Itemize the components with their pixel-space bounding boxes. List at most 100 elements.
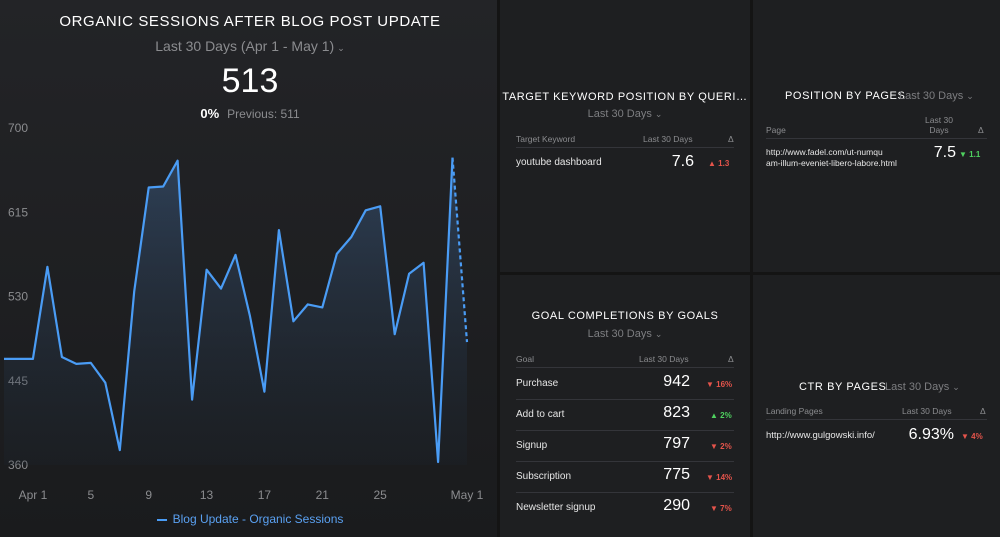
- table-row[interactable]: Add to cart 823 ▲ 2%: [500, 399, 750, 430]
- data-point[interactable]: [421, 260, 427, 266]
- data-point[interactable]: [15, 356, 21, 362]
- triangle-up-icon: ▲: [710, 411, 718, 420]
- column-header-delta: Δ: [728, 134, 734, 144]
- x-tick-label: 9: [145, 488, 152, 502]
- header-divider: [516, 367, 734, 368]
- data-point[interactable]: [377, 203, 383, 209]
- header-divider: [766, 138, 987, 139]
- data-point[interactable]: [189, 397, 195, 403]
- row-value: 775: [663, 466, 690, 483]
- row-delta: ▼ 1.1: [959, 150, 981, 159]
- data-point[interactable]: [44, 264, 50, 270]
- data-point[interactable]: [261, 389, 267, 395]
- date-range-dropdown[interactable]: Last 30 Days ⌄: [500, 328, 750, 340]
- chevron-down-icon: ⌄: [952, 382, 960, 392]
- table-row[interactable]: Subscription 775 ▼ 14%: [500, 461, 750, 492]
- column-header-page: Page: [766, 125, 786, 135]
- column-header-delta: Δ: [978, 125, 984, 135]
- header-divider: [516, 147, 734, 148]
- data-point[interactable]: [435, 459, 441, 465]
- data-point[interactable]: [1, 356, 7, 362]
- data-point[interactable]: [305, 301, 311, 307]
- row-delta: ▼ 2%: [710, 442, 732, 451]
- date-range-label: Last 30 Days: [587, 108, 652, 120]
- data-point[interactable]: [218, 286, 224, 292]
- date-range-dropdown[interactable]: Last 30 Days ⌄: [899, 90, 974, 102]
- date-range-dropdown[interactable]: Last 30 Days ⌄: [885, 381, 960, 393]
- data-point[interactable]: [406, 271, 412, 277]
- data-point[interactable]: [247, 313, 253, 319]
- data-point[interactable]: [102, 380, 108, 386]
- row-divider: [516, 430, 734, 431]
- triangle-down-icon: ▼: [961, 432, 969, 441]
- date-range-dropdown[interactable]: Last 30 Days ⌄: [500, 108, 750, 120]
- triangle-down-icon: ▼: [710, 442, 718, 451]
- x-tick-label: May 1: [451, 488, 484, 502]
- row-label: Purchase: [516, 378, 559, 389]
- column-header-period: Last 30 Days: [643, 134, 693, 144]
- triangle-down-icon: ▼: [706, 380, 714, 389]
- table-row[interactable]: http://www.fadel.com/ut-numqu am-illum-ev…: [753, 142, 1000, 178]
- previous-value: Previous: 511: [227, 107, 300, 121]
- series-line-projected: [451, 157, 469, 343]
- change-percent: 0%: [200, 106, 220, 121]
- chevron-down-icon: ⌄: [337, 43, 345, 53]
- column-header-delta: Δ: [980, 406, 986, 416]
- column-header-period: Last 30 Days: [639, 354, 689, 364]
- table-row[interactable]: http://www.gulgowski.info/ 6.93% ▼ 4%: [753, 422, 1000, 453]
- x-tick-label: 25: [374, 488, 388, 502]
- x-tick-label: 17: [258, 488, 272, 502]
- position-by-pages-panel: POSITION BY PAGES Last 30 Days ⌄ Page Las…: [753, 0, 1000, 272]
- chart-legend[interactable]: Blog Update - Organic Sessions: [0, 512, 497, 526]
- row-label: Subscription: [516, 471, 572, 482]
- data-point[interactable]: [464, 339, 470, 345]
- row-divider: [516, 461, 734, 462]
- row-label: http://www.fadel.com/ut-numqu am-illum-ev…: [766, 147, 897, 168]
- row-value: 942: [663, 373, 690, 390]
- data-point[interactable]: [319, 304, 325, 310]
- table-row[interactable]: Signup 797 ▼ 2%: [500, 430, 750, 461]
- table-row[interactable]: Newsletter signup 290 ▼ 7%: [500, 492, 750, 523]
- y-tick-label: 700: [8, 121, 28, 135]
- data-point[interactable]: [30, 356, 36, 362]
- legend-label: Blog Update - Organic Sessions: [172, 512, 344, 526]
- data-point[interactable]: [290, 318, 296, 324]
- triangle-down-icon: ▼: [959, 150, 967, 159]
- date-range-label: Last 30 Days: [899, 90, 964, 102]
- legend-swatch: [156, 518, 167, 521]
- date-range-dropdown[interactable]: Last 30 Days (Apr 1 - May 1) ⌄: [0, 38, 497, 54]
- current-value: 513: [221, 62, 279, 100]
- data-point[interactable]: [276, 227, 282, 233]
- table-row[interactable]: Purchase 942 ▼ 16%: [500, 368, 750, 399]
- data-point[interactable]: [88, 360, 94, 366]
- data-point[interactable]: [233, 252, 239, 258]
- table-row[interactable]: youtube dashboard 7.6 ▲ 1.3: [500, 150, 750, 181]
- data-point[interactable]: [450, 155, 456, 161]
- data-point[interactable]: [59, 354, 65, 360]
- panel-title: GOAL COMPLETIONS BY GOALS: [531, 310, 719, 322]
- x-tick-label: 21: [316, 488, 330, 502]
- data-point[interactable]: [363, 207, 369, 213]
- data-point[interactable]: [204, 267, 210, 273]
- data-point[interactable]: [175, 158, 181, 164]
- x-tick-label: 13: [200, 488, 214, 502]
- data-point[interactable]: [348, 234, 354, 240]
- row-delta: ▼ 4%: [961, 432, 983, 441]
- column-header-goal: Goal: [516, 354, 534, 364]
- data-point[interactable]: [131, 289, 137, 295]
- series-line: [4, 157, 454, 464]
- date-range-label: Last 30 Days (Apr 1 - May 1): [155, 38, 335, 54]
- row-delta: ▼ 16%: [706, 380, 733, 389]
- row-label: Add to cart: [516, 409, 565, 420]
- data-point[interactable]: [334, 251, 340, 257]
- row-delta: ▼ 7%: [710, 504, 732, 513]
- data-point[interactable]: [117, 447, 123, 453]
- data-point[interactable]: [392, 331, 398, 337]
- data-point[interactable]: [160, 183, 166, 189]
- data-point[interactable]: [146, 184, 152, 190]
- row-divider: [516, 492, 734, 493]
- data-point[interactable]: [73, 361, 79, 367]
- row-label: http://www.gulgowski.info/: [766, 430, 875, 441]
- panel-title: POSITION BY PAGES: [785, 90, 906, 102]
